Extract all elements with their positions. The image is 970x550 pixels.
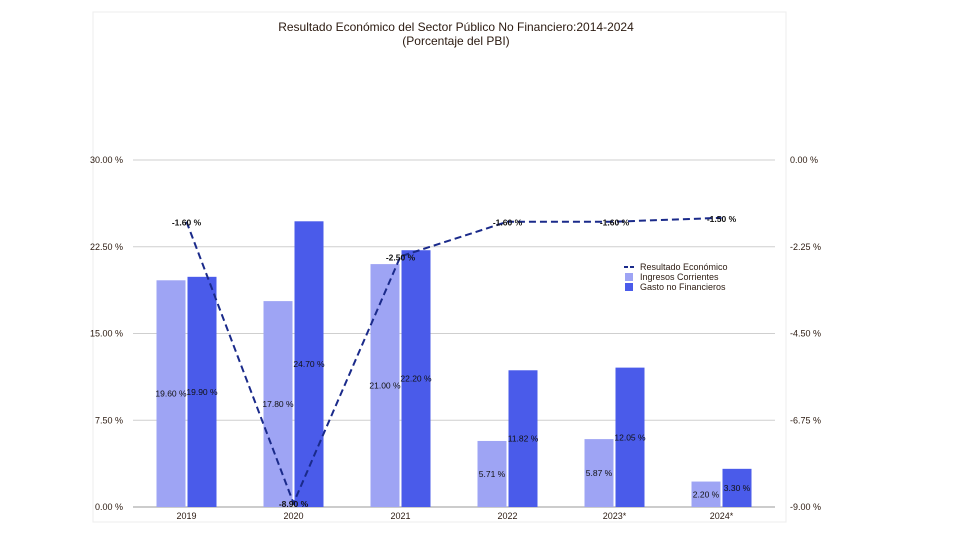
x-tick-label: 2020	[283, 511, 303, 521]
left-tick-label: 30.00 %	[90, 155, 123, 165]
chart-subtitle: (Porcentaje del PBI)	[402, 34, 509, 48]
axes: 0.00 % 7.50 % 15.00 % 22.50 % 30.00 % -9.00 %…	[90, 155, 821, 521]
right-tick-label: -9.00 %	[790, 502, 821, 512]
data-labels: 19.60 % 17.80 % 21.00 % 5.71 % 5.87 % 2.20 % 1…	[155, 214, 750, 509]
bar-value-label: 19.60 %	[155, 389, 187, 399]
bar-ingresos-corrientes	[477, 440, 507, 507]
line-value-label: -2.50 %	[386, 252, 416, 262]
x-tick-label: 2023*	[603, 511, 627, 521]
bar-value-label: 24.70 %	[293, 359, 325, 369]
x-tick-label: 2024*	[710, 511, 734, 521]
left-tick-label: 0.00 %	[95, 502, 123, 512]
bar-gasto-no-financieros	[722, 468, 752, 507]
bar-gasto-no-financieros	[508, 370, 538, 507]
bar-ingresos-corrientes	[370, 264, 400, 507]
right-tick-label: -4.50 %	[790, 329, 821, 339]
bar-ingresos-corrientes	[263, 301, 293, 507]
bar-gasto-no-financieros	[401, 250, 431, 507]
bar-value-label: 22.20 %	[400, 374, 432, 384]
right-tick-label: 0.00 %	[790, 155, 818, 165]
chart-title: Resultado Económico del Sector Público N…	[278, 20, 634, 34]
bar-ingresos-corrientes	[691, 481, 721, 507]
legend-label: Resultado Económico	[640, 262, 728, 272]
bar-value-label: 12.05 %	[614, 432, 646, 442]
bar-value-label: 17.80 %	[262, 399, 294, 409]
bar-value-label: 5.87 %	[586, 468, 613, 478]
legend-label: Ingresos Corrientes	[640, 272, 719, 282]
line-resultado-economico	[185, 216, 722, 506]
bar-gasto-no-financieros	[187, 276, 217, 507]
line-value-label: -1.60 %	[493, 218, 523, 228]
bar-value-label: 2.20 %	[693, 489, 720, 499]
left-tick-label: 7.50 %	[95, 415, 123, 425]
bar-value-label: 11.82 %	[508, 434, 539, 444]
legend-swatch	[625, 273, 633, 281]
right-tick-label: -2.25 %	[790, 242, 821, 252]
line-value-label: -1.60 %	[600, 218, 630, 228]
bar-value-label: 19.90 %	[186, 387, 218, 397]
x-tick-label: 2019	[176, 511, 196, 521]
x-tick-label: 2022	[497, 511, 517, 521]
plot-border	[92, 11, 787, 523]
right-tick-label: -6.75 %	[790, 415, 821, 425]
line-value-label: -8.90 %	[279, 499, 309, 509]
left-tick-label: 15.00 %	[90, 329, 123, 339]
grid-lines	[133, 159, 775, 508]
bar-gasto-no-financieros	[294, 221, 324, 507]
legend-label: Gasto no Financieros	[640, 282, 726, 292]
line-series	[185, 216, 722, 506]
bar-value-label: 21.00 %	[369, 381, 401, 391]
x-tick-label: 2021	[390, 511, 410, 521]
bar-ingresos-corrientes	[584, 439, 614, 507]
bar-value-label: 3.30 %	[724, 483, 751, 493]
bar-ingresos-corrientes	[156, 280, 186, 507]
left-tick-label: 22.50 %	[90, 242, 123, 252]
bars	[156, 221, 752, 507]
line-value-label: -1.50 %	[707, 214, 737, 224]
bar-gasto-no-financieros	[615, 367, 645, 507]
legend-swatch	[625, 283, 633, 291]
bar-value-label: 5.71 %	[479, 469, 506, 479]
line-value-label: -1.60 %	[172, 218, 202, 228]
